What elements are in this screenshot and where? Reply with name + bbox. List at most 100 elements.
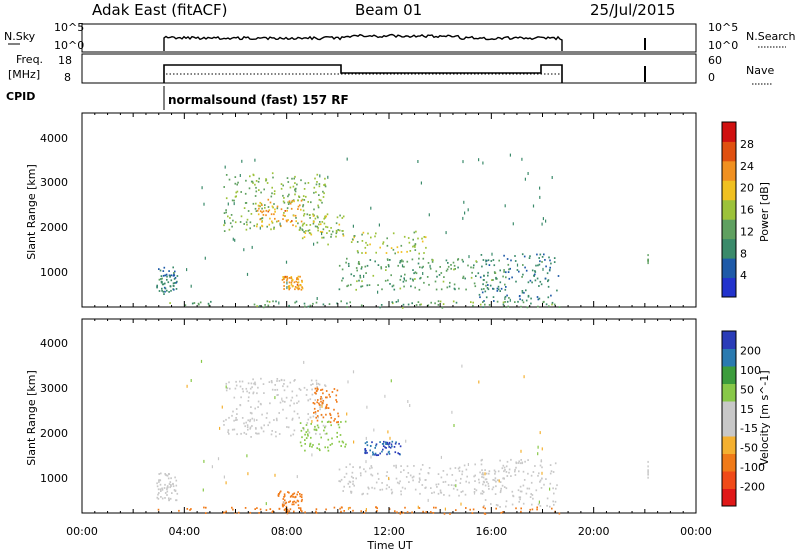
scatter-cell <box>490 503 492 505</box>
scatter-cell <box>365 460 367 464</box>
scatter-cell <box>485 259 487 263</box>
scatter-cell <box>164 290 166 293</box>
scatter-cell <box>259 218 261 221</box>
scatter-cell <box>502 303 505 306</box>
scatter-cell <box>343 485 345 488</box>
scatter-cell <box>414 278 416 280</box>
scatter-cell <box>494 470 497 473</box>
scatter-cell <box>162 270 165 272</box>
scatter-cell <box>473 491 476 495</box>
scatter-cell <box>262 214 265 216</box>
scatter-cell <box>394 252 396 255</box>
scatter-cell <box>495 276 497 279</box>
scatter-cell <box>293 410 296 413</box>
scatter-cell <box>417 505 419 509</box>
scatter-cell <box>414 249 417 251</box>
scatter-cell <box>357 251 359 254</box>
scatter-cell <box>245 433 248 435</box>
scatter-cell <box>208 304 210 307</box>
scatter-cell <box>298 387 301 390</box>
power-ytick-2000: 2000 <box>40 221 68 234</box>
scatter-cell <box>257 400 260 403</box>
scatter-cell <box>352 370 355 374</box>
scatter-cell <box>228 432 230 435</box>
scatter-cell <box>299 227 302 230</box>
scatter-cell <box>350 475 353 478</box>
scatter-cell <box>418 257 420 260</box>
scatter-cell <box>253 303 256 306</box>
scatter-cell <box>225 209 227 211</box>
scatter-cell <box>541 222 543 226</box>
scatter-cell <box>453 268 455 271</box>
scatter-cell <box>435 483 438 486</box>
scatter-cell <box>164 282 166 285</box>
scatter-cell <box>336 302 338 305</box>
scatter-cell <box>551 507 553 510</box>
scatter-cell <box>482 472 484 474</box>
scatter-cell <box>499 491 502 494</box>
scatter-cell <box>250 406 252 408</box>
scatter-cell <box>297 491 299 493</box>
scatter-cell <box>534 270 536 272</box>
scatter-cell <box>310 201 312 204</box>
scatter-cell <box>339 214 341 217</box>
scatter-cell <box>295 300 298 303</box>
scatter-cell <box>256 305 258 308</box>
scatter-cell <box>314 399 317 401</box>
scatter-cell <box>492 486 495 489</box>
scatter-cell <box>503 470 505 473</box>
scatter-cell <box>166 490 169 493</box>
power-panel: 4000 3000 2000 1000 Slant Range [km] 481… <box>25 112 771 309</box>
scatter-cell <box>544 277 547 280</box>
scatter-cell <box>360 267 363 270</box>
scatter-cell <box>407 237 410 239</box>
scatter-cell <box>258 177 260 180</box>
scatter-cell <box>257 386 259 389</box>
scatter-cell <box>432 512 435 514</box>
scatter-cell <box>361 233 363 236</box>
scatter-cell <box>163 266 166 269</box>
scatter-cell <box>316 215 319 218</box>
scatter-cell <box>502 511 504 513</box>
scatter-cell <box>156 482 158 485</box>
scatter-cell <box>375 481 378 484</box>
scatter-cell <box>190 284 192 288</box>
scatter-cell <box>327 175 329 179</box>
scatter-cell <box>262 383 265 385</box>
scatter-cell <box>350 490 352 493</box>
scatter-cell <box>447 265 450 268</box>
scatter-cell <box>355 288 357 291</box>
scatter-cell <box>235 384 238 387</box>
scatter-cell <box>324 446 326 449</box>
scatter-cell <box>480 463 483 466</box>
station-title: Adak East (fitACF) <box>92 1 227 19</box>
scatter-cell <box>372 453 375 455</box>
scatter-cell <box>442 481 445 483</box>
scatter-cell <box>274 208 276 211</box>
scatter-cell <box>166 278 168 281</box>
scatter-cell <box>394 451 397 454</box>
scatter-cell <box>317 206 320 209</box>
scatter-cell <box>468 481 470 484</box>
scatter-cell <box>325 396 327 399</box>
scatter-cell <box>315 183 318 186</box>
scatter-cell <box>271 192 273 195</box>
scatter-cell <box>399 512 402 515</box>
scatter-cell <box>168 473 170 475</box>
scatter-cell <box>482 283 484 286</box>
scatter-cell <box>249 418 252 421</box>
freq-right-tick-bottom: 0 <box>708 71 715 84</box>
scatter-cell <box>383 440 385 443</box>
time-tick-label: 12:00 <box>373 525 405 538</box>
scatter-cell <box>539 431 541 435</box>
scatter-cell <box>239 221 242 223</box>
scatter-cell <box>344 420 347 423</box>
scatter-cell <box>540 283 543 286</box>
scatter-cell <box>347 507 350 511</box>
scatter-cell <box>291 493 294 496</box>
scatter-cell <box>325 406 327 409</box>
scatter-cell <box>245 228 248 231</box>
scatter-cell <box>269 201 272 204</box>
scatter-cell <box>233 202 235 206</box>
scatter-cell <box>295 217 297 219</box>
